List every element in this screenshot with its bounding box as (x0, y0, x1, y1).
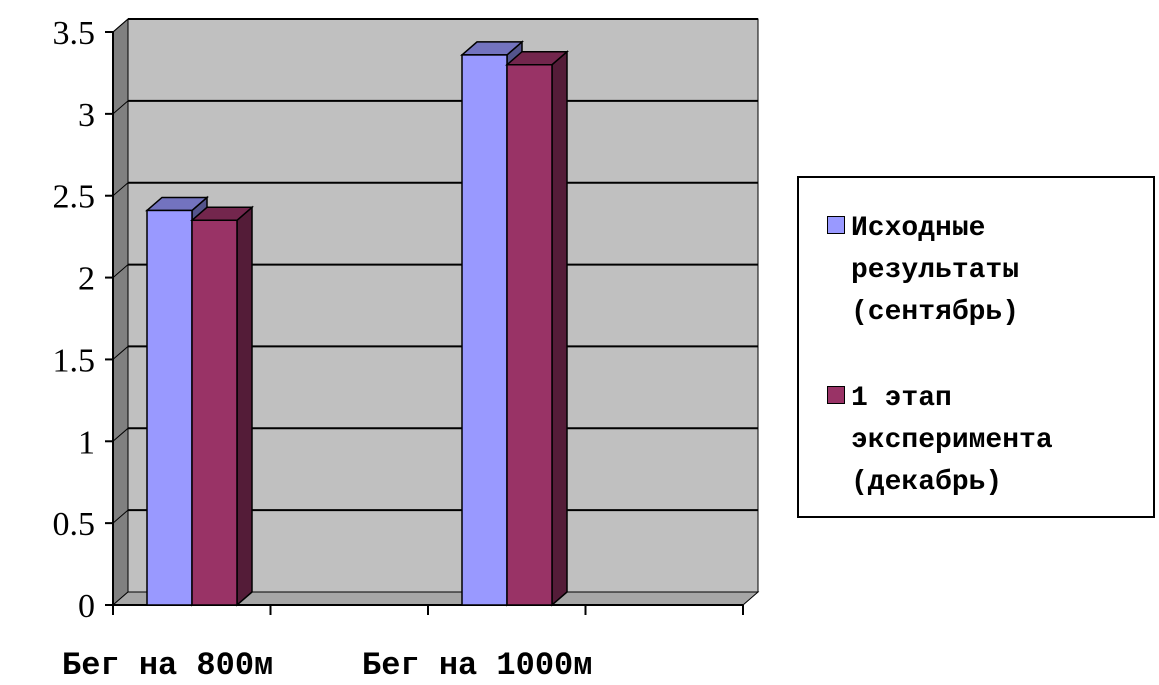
legend-label-series-1: Исходные результаты (сентябрь) (851, 213, 1020, 328)
legend-item-series-2: 1 этап эксперимента (декабрь) (827, 378, 1151, 504)
bar-side-2-2 (551, 50, 568, 607)
legend-swatch-series-2 (827, 386, 845, 404)
bar-series-2-1 (191, 219, 238, 606)
y-tick-label: 2.5 (53, 179, 96, 216)
bar-side-2-1 (236, 205, 253, 607)
gridline-side (112, 100, 129, 115)
bar-series-1-2 (461, 54, 508, 606)
y-tick-label: 2 (78, 261, 95, 298)
legend-item-series-1: Исходные результаты (сентябрь) (827, 208, 1151, 334)
gridline-side (112, 427, 129, 442)
chart-legend: Исходные результаты (сентябрь) 1 этап эк… (797, 176, 1155, 518)
y-tick-label: 1 (78, 424, 95, 461)
bar-series-2-2 (506, 63, 553, 606)
gridline-side (112, 182, 129, 197)
legend-swatch-series-1 (827, 216, 845, 234)
y-tick-label: 0.5 (53, 506, 96, 543)
gridline-side (112, 509, 129, 524)
x-category-label-1: Бег на 800м (62, 647, 273, 680)
y-tick-label: 0 (78, 588, 95, 625)
gridline-side (112, 18, 129, 33)
y-tick-label: 3 (78, 97, 95, 134)
x-category-label-2: Бег на 1000м (362, 647, 592, 680)
y-tick-label: 1.5 (53, 342, 96, 379)
legend-label-series-2: 1 этап эксперимента (декабрь) (851, 383, 1053, 498)
gridline-side (112, 346, 129, 360)
gridline-side (112, 264, 129, 278)
y-tick-label: 3.5 (53, 15, 96, 52)
bar-series-1-1 (146, 209, 193, 606)
